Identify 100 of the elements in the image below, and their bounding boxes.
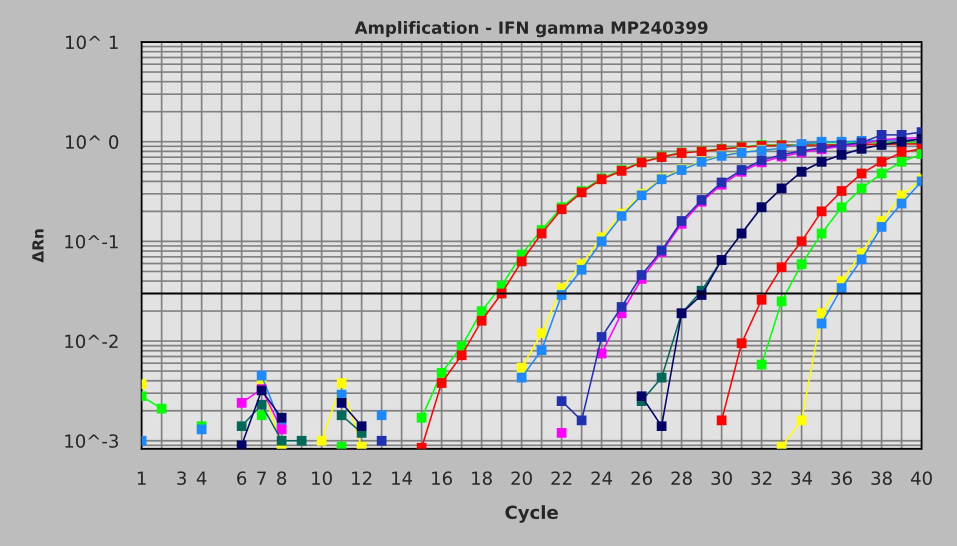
x-tick-label: 28	[671, 471, 692, 486]
point	[356, 442, 366, 449]
point	[596, 332, 606, 342]
point	[756, 360, 766, 370]
x-tick-label: 20	[511, 471, 532, 486]
x-tick-label: 30	[711, 471, 732, 486]
point	[616, 211, 626, 221]
point	[416, 412, 426, 423]
point	[736, 338, 746, 348]
x-tick-label: 1	[138, 472, 146, 485]
point	[856, 254, 866, 264]
point	[636, 391, 646, 402]
x-tick-label: 32	[751, 471, 772, 486]
point	[516, 362, 526, 373]
point	[356, 421, 366, 432]
point	[236, 398, 246, 408]
x-tick-label: 24	[591, 471, 612, 485]
point	[896, 148, 906, 158]
point	[876, 168, 886, 178]
point	[836, 283, 846, 293]
chart-title: Amplification - IFN gamma MP240399	[354, 21, 708, 38]
point	[556, 396, 566, 406]
x-tick-label: 26	[631, 471, 652, 486]
point	[376, 410, 386, 420]
x-tick-label: 14	[392, 472, 412, 485]
point	[436, 378, 446, 388]
point	[876, 222, 886, 232]
point	[256, 370, 266, 380]
point	[896, 156, 906, 167]
point	[796, 259, 806, 270]
x-tick-label: 10	[312, 471, 332, 486]
point	[756, 294, 766, 305]
point	[236, 440, 246, 449]
point	[536, 228, 546, 238]
point	[456, 350, 466, 360]
y-tick-label: 10^-1	[65, 234, 118, 249]
point	[676, 216, 686, 226]
point	[336, 442, 346, 449]
point	[236, 421, 246, 432]
point	[856, 184, 866, 194]
point	[856, 168, 866, 178]
point	[336, 410, 346, 420]
x-tick-label: 3	[177, 471, 186, 486]
point	[656, 372, 666, 382]
point	[556, 428, 566, 438]
point	[776, 442, 786, 449]
point	[276, 424, 286, 434]
point	[276, 436, 286, 446]
y-tick-label: 10^ 1	[66, 36, 118, 50]
y-tick-label: 10^-2	[65, 334, 118, 348]
x-tick-label: 16	[432, 471, 452, 486]
point	[256, 410, 266, 420]
point	[536, 328, 546, 338]
point	[256, 400, 266, 410]
point	[836, 202, 846, 212]
point	[476, 316, 486, 326]
x-tick-label: 40	[910, 471, 932, 486]
point	[876, 156, 886, 167]
point	[816, 206, 826, 216]
y-tick-label: 10^ 0	[66, 135, 118, 149]
point	[716, 178, 726, 188]
point	[816, 228, 826, 238]
point	[816, 308, 826, 318]
x-tick-label: 22	[551, 471, 572, 485]
point	[436, 368, 446, 378]
point	[316, 436, 326, 446]
x-axis-title: Cycle	[505, 505, 558, 523]
point	[276, 412, 286, 423]
point	[716, 416, 726, 426]
x-tick-label: 38	[871, 471, 892, 486]
y-tick-label: 10^-3	[65, 434, 118, 448]
x-tick-label: 36	[831, 471, 852, 486]
point	[896, 198, 906, 208]
point	[796, 236, 806, 246]
point	[336, 398, 346, 408]
x-tick-label: 8	[277, 471, 286, 486]
point	[476, 306, 486, 316]
point	[776, 296, 786, 306]
point	[536, 345, 546, 356]
x-tick-label: 6	[237, 471, 246, 486]
point	[636, 270, 646, 280]
point	[616, 302, 626, 312]
point	[796, 416, 806, 426]
point	[836, 186, 846, 196]
point	[576, 416, 586, 426]
point	[516, 256, 526, 266]
x-tick-label: 4	[196, 472, 206, 485]
point	[576, 264, 586, 275]
x-tick-label: 12	[352, 471, 372, 485]
point	[656, 421, 666, 432]
point	[336, 378, 346, 388]
point	[296, 436, 306, 446]
point	[776, 262, 786, 272]
x-tick-label: 7	[257, 472, 266, 485]
point	[596, 236, 606, 246]
x-tick-label: 18	[472, 471, 492, 486]
point	[876, 130, 886, 140]
y-axis-title: ΔRn	[32, 229, 44, 263]
x-tick-label: 34	[791, 471, 812, 486]
point	[376, 436, 386, 446]
